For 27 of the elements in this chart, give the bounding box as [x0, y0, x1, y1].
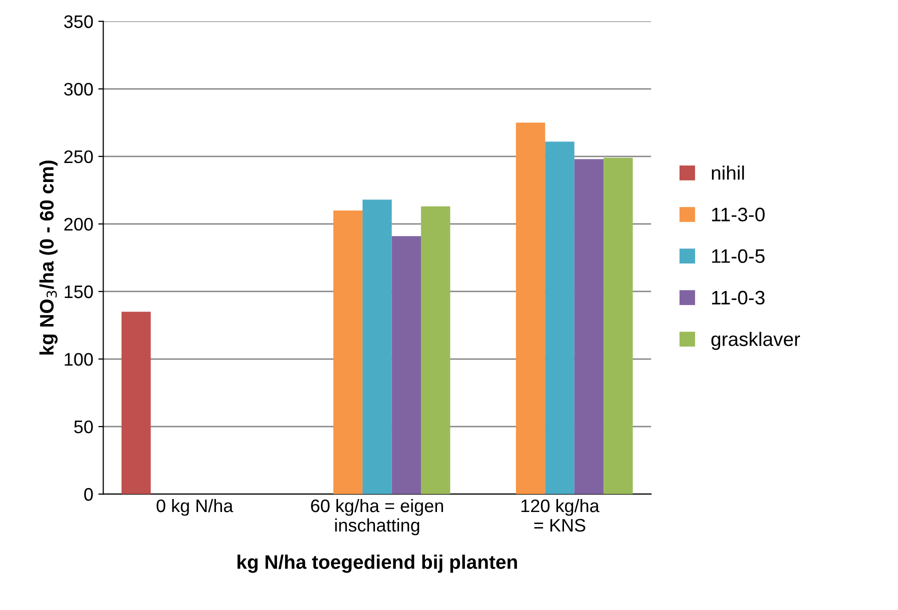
x-tick-label: 120 kg/ha = KNS — [521, 498, 600, 532]
y-axis-title: kg NO$_{3}$/ha (0 - 60 cm) — [39, 160, 58, 355]
y-tick-label: 350 — [64, 15, 93, 28]
bar — [604, 158, 633, 494]
bar — [392, 236, 421, 494]
legend-label: 11-0-5 — [712, 249, 765, 263]
bar — [362, 200, 392, 494]
y-tick-label: 100 — [64, 352, 93, 366]
y-tick-label: 250 — [64, 150, 93, 164]
y-tick-label: 50 — [74, 420, 93, 434]
bar — [516, 122, 546, 494]
x-axis-title: kg N/ha toegediend bij planten — [238, 554, 517, 573]
bar — [574, 159, 604, 494]
bar — [420, 206, 450, 494]
x-tick-label: 0 kg N/ha — [156, 498, 234, 516]
legend-label: nihil — [712, 166, 744, 180]
y-tick-label: 150 — [64, 285, 93, 298]
legend-label: 11-3-0 — [712, 208, 765, 222]
x-tick-label: 60 kg/ha = eigen inschatting — [311, 498, 444, 536]
y-tick-label: 0 — [84, 488, 93, 501]
bar — [545, 142, 574, 494]
legend-label: grasklaver — [711, 332, 800, 350]
legend-label: 11-0-3 — [712, 290, 765, 305]
bar — [122, 312, 151, 494]
y-tick-label: 300 — [64, 82, 93, 96]
bar — [333, 210, 363, 494]
y-tick-label: 200 — [64, 218, 93, 231]
